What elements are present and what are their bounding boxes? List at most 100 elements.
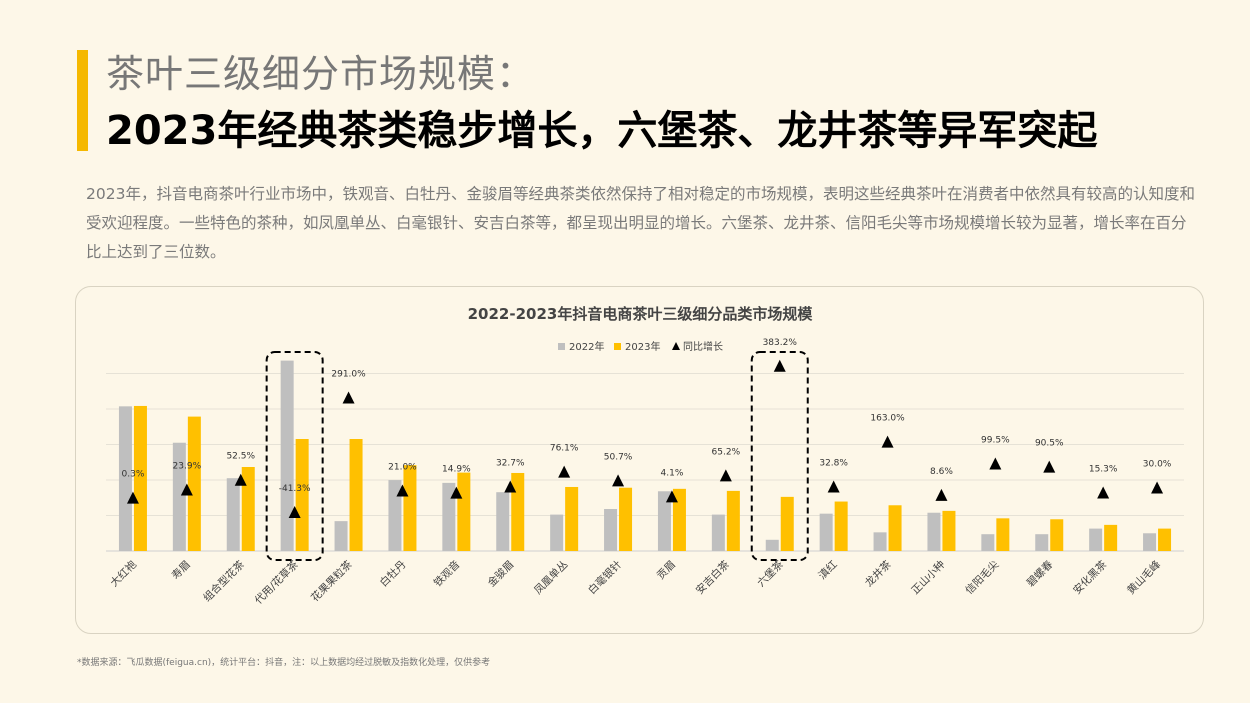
growth-marker xyxy=(450,486,463,499)
bar-2022 xyxy=(711,514,725,551)
bar-2023 xyxy=(349,439,363,551)
title-accent-bar xyxy=(77,50,88,151)
bar-2022 xyxy=(226,478,240,551)
growth-marker xyxy=(612,474,625,487)
bar-2022 xyxy=(334,521,348,551)
growth-label: 4.1% xyxy=(661,468,684,478)
growth-marker xyxy=(827,480,840,493)
bar-2023 xyxy=(403,465,417,551)
category-label: 贡眉 xyxy=(655,559,678,582)
growth-label: 14.9% xyxy=(442,465,471,475)
growth-label: 50.7% xyxy=(604,452,633,462)
bar-2023 xyxy=(888,505,902,551)
growth-marker xyxy=(1151,481,1164,494)
category-label: 凤凰单丛 xyxy=(532,559,570,597)
growth-marker xyxy=(1043,460,1056,473)
legend-swatch-2022 xyxy=(558,343,565,350)
legend-swatch-2023 xyxy=(614,343,621,350)
category-label: 铁观音 xyxy=(431,558,462,589)
bar-2023 xyxy=(780,496,794,551)
bar-2023 xyxy=(565,486,579,551)
bar-2023 xyxy=(619,487,633,551)
bar-2023 xyxy=(726,490,740,551)
growth-marker xyxy=(881,435,894,448)
growth-marker xyxy=(719,469,732,482)
bar-2023 xyxy=(457,472,471,551)
growth-marker xyxy=(558,465,571,478)
growth-marker xyxy=(504,480,517,493)
category-label: 花果果粒茶 xyxy=(308,558,355,605)
growth-marker xyxy=(288,506,301,519)
bar-2022 xyxy=(819,513,833,551)
legend-entry: 2023年 xyxy=(625,340,660,353)
bar-2023 xyxy=(672,488,686,551)
growth-marker xyxy=(1097,486,1110,499)
category-label: 大红袍 xyxy=(108,558,140,590)
growth-marker xyxy=(180,483,193,496)
bar-2022 xyxy=(280,360,294,551)
page-title-line2: 2023年经典茶类稳步增长，六堡茶、龙井茶等异军突起 xyxy=(106,108,1098,154)
growth-label: 30.0% xyxy=(1143,459,1172,469)
growth-label: 32.8% xyxy=(819,458,848,468)
growth-label: 383.2% xyxy=(763,338,798,348)
bar-2022 xyxy=(118,406,132,551)
bar-2022 xyxy=(604,509,618,551)
growth-marker xyxy=(665,490,678,503)
bar-2022 xyxy=(657,491,671,551)
category-label: 六堡茶 xyxy=(754,558,786,590)
bar-2023 xyxy=(241,467,255,551)
bar-2023 xyxy=(511,472,525,551)
bar-2023 xyxy=(834,501,848,551)
category-label: 正山小种 xyxy=(909,558,948,597)
bar-2022 xyxy=(765,539,779,551)
chart-title: 2022-2023年抖音电商茶叶三级细分品类市场规模 xyxy=(468,305,814,323)
growth-label: 8.6% xyxy=(930,467,953,477)
category-label: 滇红 xyxy=(816,558,840,582)
bar-2022 xyxy=(1089,528,1103,551)
legend-entry: 同比增长 xyxy=(683,340,723,353)
growth-label: 15.3% xyxy=(1089,465,1118,475)
intro-paragraph: 2023年，抖音电商茶叶行业市场中，铁观音、白牡丹、金骏眉等经典茶类依然保持了相… xyxy=(86,185,1195,261)
category-label: 金骏眉 xyxy=(485,558,516,589)
growth-label: -41.3% xyxy=(279,484,311,494)
bar-2022 xyxy=(873,532,887,551)
growth-label: 21.0% xyxy=(388,463,417,473)
bar-2023 xyxy=(187,416,201,551)
bar-2023 xyxy=(996,518,1010,551)
growth-marker xyxy=(396,484,409,497)
legend-entry: 2022年 xyxy=(569,340,604,353)
bar-2022 xyxy=(981,534,995,551)
bar-2022 xyxy=(442,482,456,551)
bar-2022 xyxy=(388,480,402,551)
bar-2022 xyxy=(172,442,186,551)
growth-label: 90.5% xyxy=(1035,439,1064,449)
bar-chart: 2022-2023年抖音电商茶叶三级细分品类市场规模 2022年 2023年 同比增长… xyxy=(106,305,1184,607)
category-label: 黄山毛峰 xyxy=(1124,558,1163,597)
bar-2022 xyxy=(927,512,941,551)
growth-label: 65.2% xyxy=(712,447,741,457)
growth-label: 291.0% xyxy=(331,370,366,380)
bar-2022 xyxy=(496,492,510,551)
page-title-line1: 茶叶三级细分市场规模： xyxy=(106,52,536,96)
growth-label: 0.3% xyxy=(122,470,145,480)
category-label: 白毫银针 xyxy=(585,558,624,597)
growth-marker xyxy=(935,488,948,501)
growth-marker xyxy=(342,391,355,404)
bar-2023 xyxy=(1050,519,1064,551)
growth-label: 99.5% xyxy=(981,436,1010,446)
category-label: 安化黑茶 xyxy=(1070,558,1109,597)
growth-label: 52.5% xyxy=(226,452,255,462)
highlight-box xyxy=(265,351,324,561)
bar-2023 xyxy=(1158,528,1172,551)
category-label: 寿眉 xyxy=(169,558,193,582)
footnote: *数据来源：飞瓜数据(feigua.cn)，统计平台：抖音，注：以上数据均经过脱… xyxy=(77,658,491,668)
growth-marker xyxy=(126,491,139,504)
growth-label: 23.9% xyxy=(173,462,202,472)
category-label: 组合型花茶 xyxy=(201,558,248,605)
chart-card: 2022-2023年抖音电商茶叶三级细分品类市场规模 2022年 2023年 同比增长… xyxy=(75,286,1204,634)
bar-2023 xyxy=(942,510,956,551)
growth-label: 32.7% xyxy=(496,459,525,469)
bar-2023 xyxy=(1104,524,1118,551)
category-label: 白牡丹 xyxy=(377,558,408,589)
bar-2022 xyxy=(1035,534,1049,551)
